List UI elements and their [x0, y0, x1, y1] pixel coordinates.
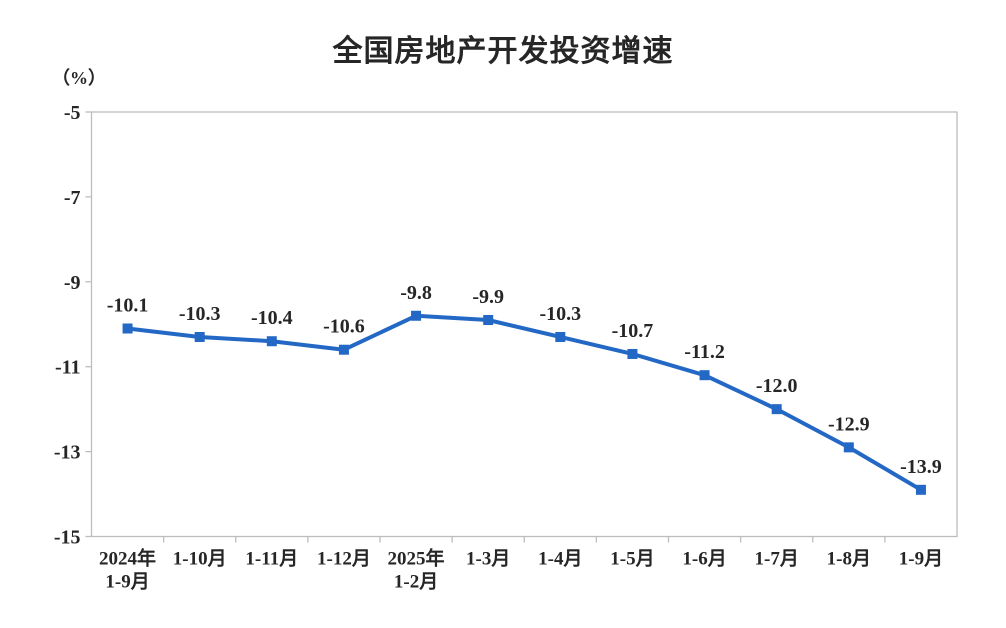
x-axis-tick-label: 1-8月 — [827, 549, 871, 570]
data-point-marker — [699, 370, 710, 381]
data-point-marker — [483, 315, 494, 326]
y-axis-tick-label: -9 — [64, 272, 81, 294]
y-axis-tick-label: -7 — [64, 187, 81, 209]
data-label: -10.3 — [539, 303, 581, 325]
x-axis-tick-label: 1-10月 — [173, 549, 227, 570]
y-axis-tick-label: -13 — [54, 442, 81, 464]
x-axis-tick-label: 2025年 1-2月 — [388, 547, 445, 593]
y-axis-unit-label: （%） — [52, 68, 106, 88]
data-label: -9.9 — [472, 286, 504, 308]
data-label: -10.7 — [612, 320, 654, 342]
x-axis-tick-label: 1-9月 — [899, 549, 943, 570]
data-label: -10.6 — [323, 316, 365, 338]
y-axis-tick-label: -5 — [64, 102, 81, 124]
data-label: -12.9 — [828, 413, 870, 435]
data-point-marker — [843, 442, 854, 453]
y-axis-tick-label: -11 — [55, 357, 81, 379]
x-axis-tick-label: 1-6月 — [682, 549, 726, 570]
data-label: -12.0 — [756, 375, 798, 397]
data-point-marker — [915, 484, 926, 495]
y-axis-tick-label: -15 — [54, 527, 81, 549]
data-point-marker — [194, 331, 205, 342]
data-point-marker — [122, 323, 133, 334]
x-axis-tick-label: 1-4月 — [538, 549, 582, 570]
trend-line — [125, 313, 923, 492]
data-label: -13.9 — [900, 456, 942, 478]
data-point-marker — [411, 310, 422, 321]
x-axis-tick-label: 1-7月 — [755, 549, 799, 570]
data-point-marker — [266, 336, 277, 347]
x-axis-tick-label: 1-5月 — [610, 549, 654, 570]
x-axis-tick-label: 2024年 1-9月 — [99, 547, 156, 593]
x-axis-tick-label: 1-12月 — [317, 549, 371, 570]
data-label: -10.1 — [107, 294, 149, 316]
data-label: -10.3 — [179, 303, 221, 325]
plot-area-border — [90, 111, 958, 538]
chart-title: 全国房地产开发投资增速 — [332, 35, 674, 68]
data-point-marker — [555, 331, 566, 342]
data-point-marker — [771, 404, 782, 415]
x-axis-tick-label: 1-3月 — [466, 549, 510, 570]
x-axis-tick-label: 1-11月 — [245, 549, 298, 570]
data-point-marker — [627, 348, 638, 359]
data-label: -9.8 — [400, 282, 432, 304]
data-label: -10.4 — [251, 307, 293, 329]
data-label: -11.2 — [684, 341, 725, 363]
data-point-marker — [338, 344, 349, 355]
